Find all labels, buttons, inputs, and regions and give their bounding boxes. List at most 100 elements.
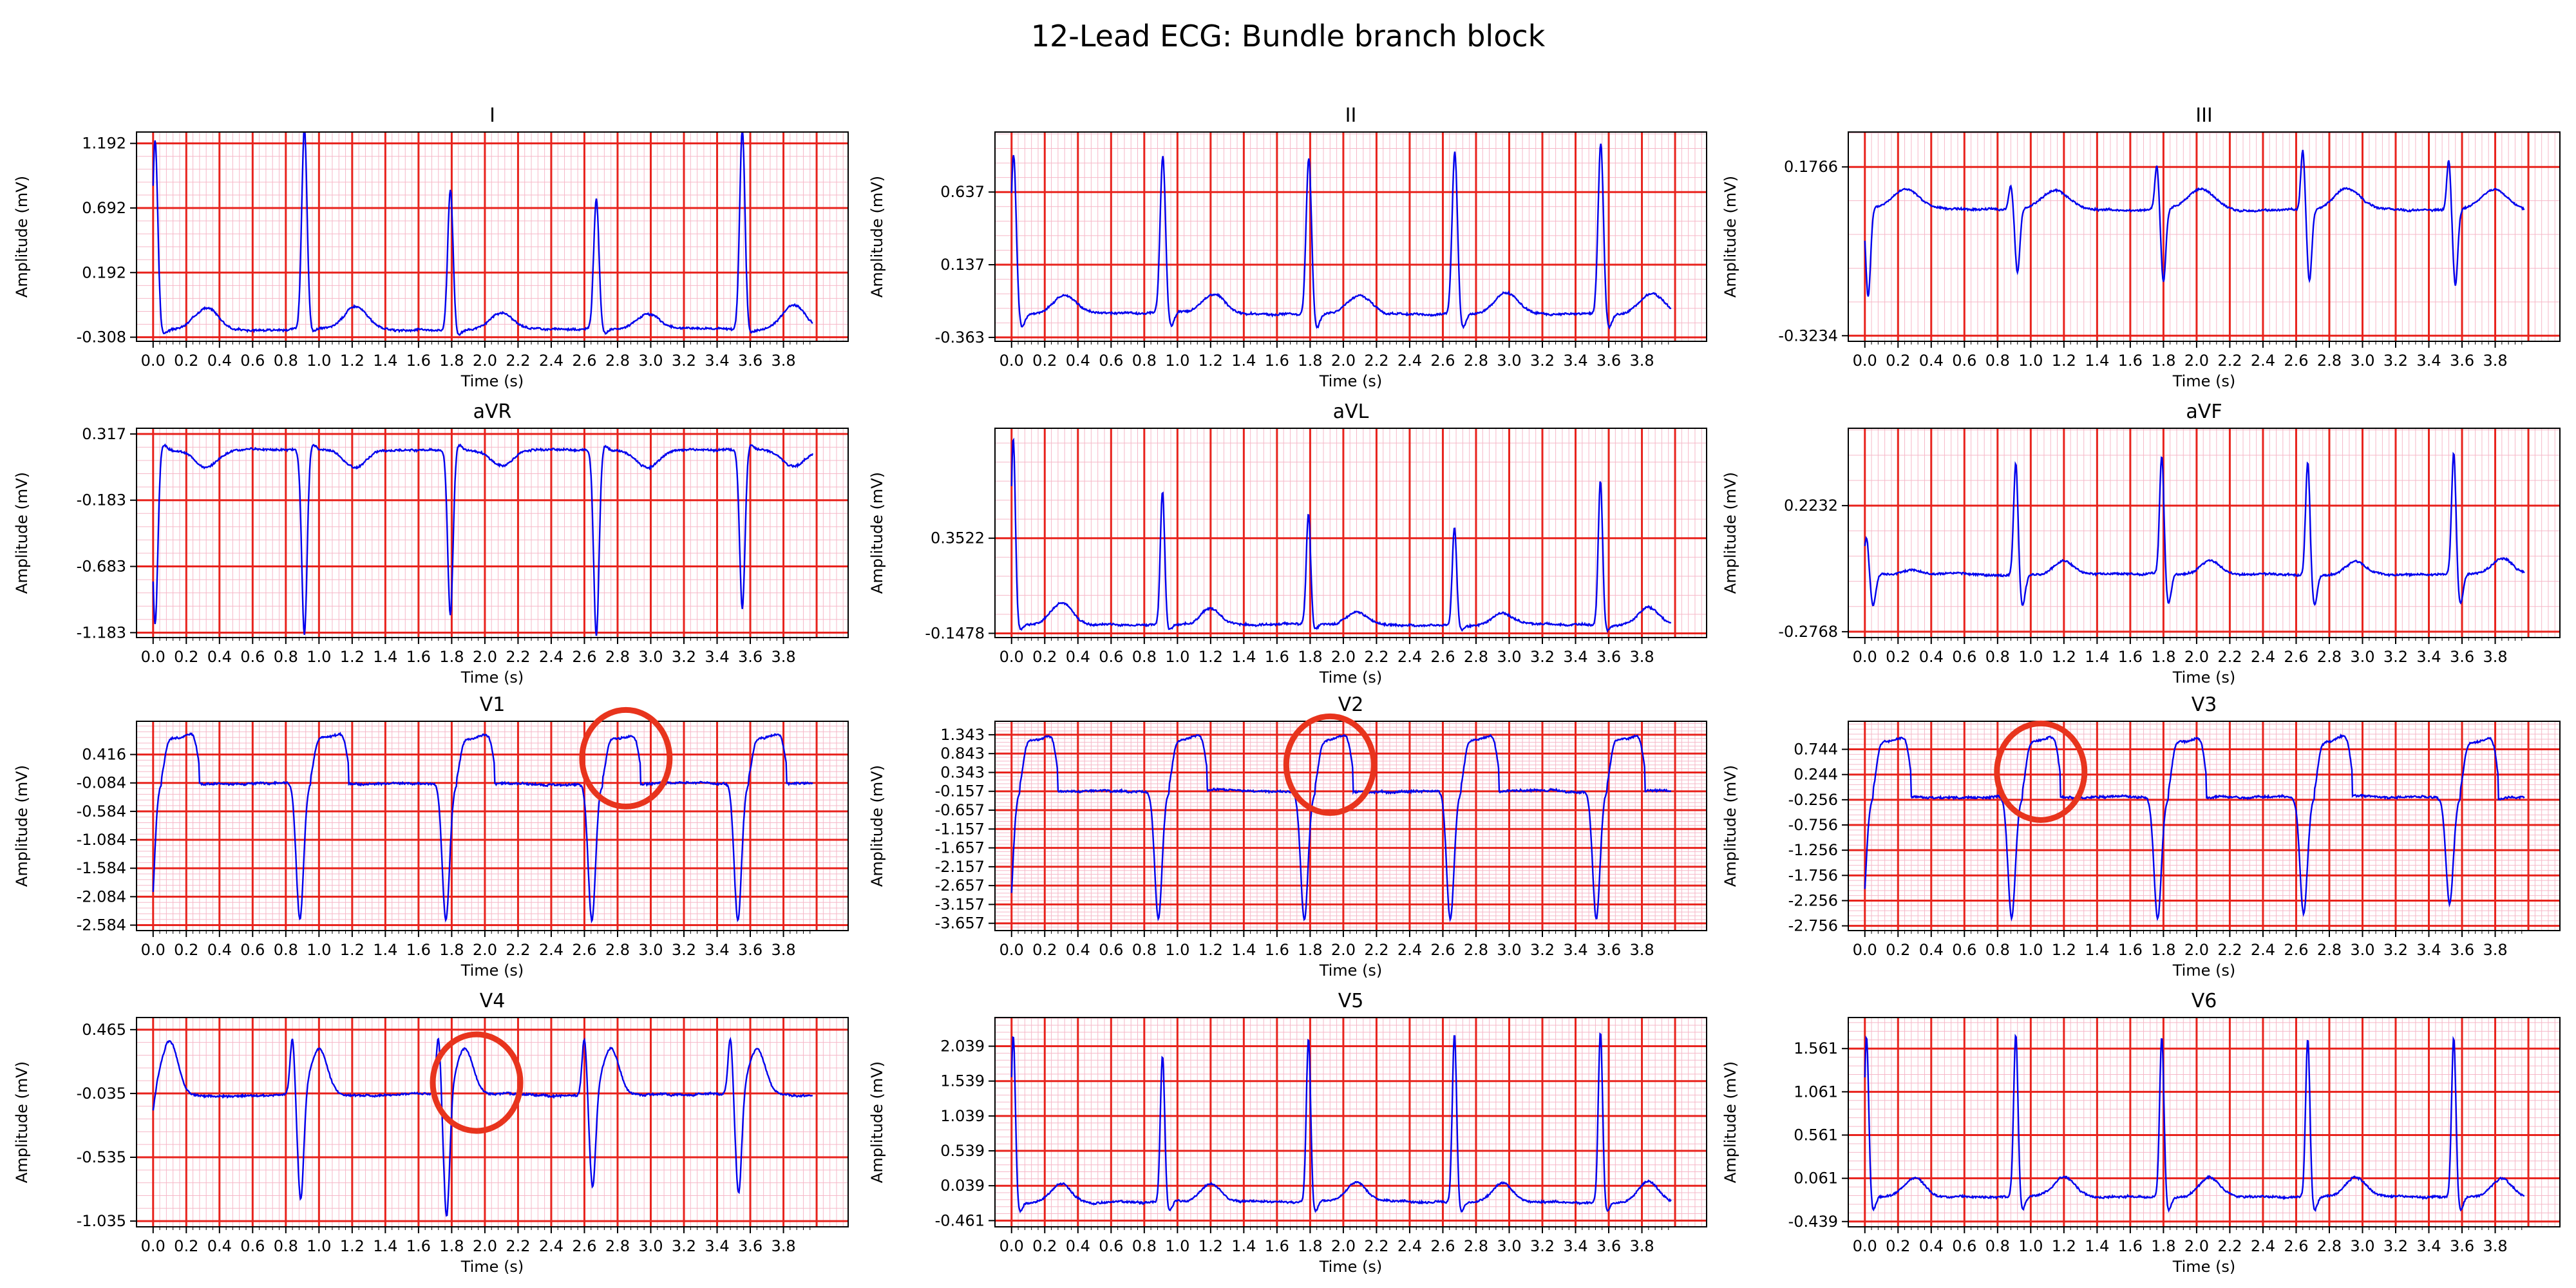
- figure-title: 12-Lead ECG: Bundle branch block: [1031, 19, 1546, 53]
- annotation-circle: [579, 706, 673, 810]
- x-tick-label: 2.4: [1397, 648, 1422, 666]
- x-tick-label: 0.0: [141, 941, 166, 959]
- x-tick-label: 2.6: [2284, 648, 2308, 666]
- x-tick-label: 3.8: [771, 352, 795, 370]
- ecg-trace: [1010, 144, 1672, 330]
- axes-frame: [136, 721, 849, 931]
- lead-panel-avl: 0.0 0.2 0.4 0.6 0.8 1.0 1.2 1.4 1.6 1.8 2.0 2.2 2.4 2…: [868, 401, 1707, 687]
- lead-panel-v5: 0.0 0.2 0.4 0.6 0.8 1.0 1.2 1.4 1.6 1.8 2.0 2.2 2.4 2…: [868, 990, 1707, 1276]
- x-tick-label: 3.6: [1596, 352, 1621, 370]
- ecg-trace: [152, 732, 813, 923]
- x-tick-label: 2.0: [1331, 648, 1356, 666]
- x-tick-label: 3.0: [1497, 1237, 1521, 1255]
- x-tick-label: 3.0: [638, 648, 663, 666]
- x-tick-label: 0.8: [1132, 1237, 1157, 1255]
- x-tick-label: 1.8: [1298, 352, 1322, 370]
- x-tick-label: 1.8: [2151, 941, 2175, 959]
- ecg-trace: [1010, 437, 1672, 634]
- y-tick-label: 1.561: [1794, 1039, 1838, 1057]
- x-tick-label: 0.2: [174, 941, 198, 959]
- y-axis-label: Amplitude (mV): [13, 176, 31, 298]
- x-tick-label: 0.6: [1099, 1237, 1123, 1255]
- x-tick-label: 1.2: [340, 1237, 365, 1255]
- x-tick-label: 1.8: [439, 941, 464, 959]
- x-tick-label: 2.0: [1331, 1237, 1356, 1255]
- x-tick-label: 2.6: [1430, 941, 1455, 959]
- x-tick-label: 1.6: [406, 941, 431, 959]
- x-tick-label: 3.0: [638, 352, 663, 370]
- lead-title: V3: [2192, 694, 2217, 716]
- x-tick-label: 0.6: [240, 941, 265, 959]
- x-tick-label: 0.2: [1886, 941, 1910, 959]
- lead-panel-iii: 0.0 0.2 0.4 0.6 0.8 1.0 1.2 1.4 1.6 1.8 2.0 2.2 2.4 2…: [1721, 104, 2561, 390]
- x-tick-label: 0.8: [274, 352, 298, 370]
- y-tick-label: 0.244: [1794, 766, 1838, 784]
- x-tick-label: 0.2: [1886, 648, 1910, 666]
- x-tick-label: 2.0: [2184, 941, 2209, 959]
- x-tick-label: 0.4: [207, 1237, 232, 1255]
- x-tick-label: 1.0: [1165, 648, 1189, 666]
- x-tick-label: 0.0: [999, 1237, 1024, 1255]
- x-tick-label: 0.4: [1919, 648, 1944, 666]
- lead-title: V5: [1338, 990, 1364, 1012]
- x-tick-label: 0.0: [141, 352, 166, 370]
- y-tick-label: -0.3234: [1778, 327, 1838, 345]
- x-tick-label: 3.2: [672, 941, 696, 959]
- y-tick-label: -0.084: [77, 774, 126, 792]
- x-tick-label: 1.4: [1231, 648, 1256, 666]
- x-tick-label: 1.0: [307, 352, 331, 370]
- y-tick-label: 0.061: [1794, 1170, 1838, 1188]
- x-tick-label: 2.0: [1331, 352, 1356, 370]
- x-tick-label: 0.2: [174, 352, 198, 370]
- x-tick-label: 2.6: [1430, 648, 1455, 666]
- x-tick-label: 1.6: [406, 352, 431, 370]
- x-tick-label: 3.6: [738, 1237, 762, 1255]
- x-tick-label: 2.2: [506, 352, 530, 370]
- grid: [995, 132, 1707, 341]
- x-tick-label: 1.4: [373, 648, 397, 666]
- x-tick-label: 3.2: [672, 648, 696, 666]
- x-tick-label: 3.6: [2450, 941, 2474, 959]
- x-tick-label: 0.4: [1066, 648, 1090, 666]
- x-tick-label: 2.2: [1364, 352, 1388, 370]
- x-axis-label: Time (s): [460, 668, 524, 687]
- y-axis-label: Amplitude (mV): [868, 472, 886, 594]
- grid: [137, 1018, 848, 1227]
- ecg-trace: [1864, 451, 2525, 607]
- lead-title: V2: [1338, 694, 1364, 716]
- y-axis-label: Amplitude (mV): [1721, 1061, 1739, 1183]
- y-tick-label: 1.343: [940, 726, 985, 744]
- x-tick-label: 3.6: [1596, 1237, 1621, 1255]
- y-tick-label: 1.539: [940, 1072, 985, 1090]
- x-tick-label: 3.0: [2350, 941, 2374, 959]
- x-tick-label: 3.4: [2416, 941, 2441, 959]
- ecg-trace: [1010, 734, 1672, 922]
- x-tick-label: 3.6: [2450, 1237, 2474, 1255]
- x-tick-label: 0.0: [1853, 941, 1877, 959]
- x-tick-label: 3.0: [1497, 352, 1521, 370]
- y-tick-label: 1.039: [940, 1107, 985, 1125]
- axes-frame: [994, 131, 1707, 342]
- x-tick-label: 1.2: [1198, 941, 1223, 959]
- x-tick-label: 1.8: [1298, 941, 1322, 959]
- x-tick-label: 2.2: [1364, 941, 1388, 959]
- x-tick-label: 0.8: [1985, 352, 2010, 370]
- x-tick-label: 3.2: [2383, 941, 2408, 959]
- x-tick-label: 1.4: [373, 941, 397, 959]
- x-tick-label: 3.8: [1629, 352, 1654, 370]
- x-tick-label: 0.2: [1032, 941, 1057, 959]
- x-tick-label: 3.8: [2483, 1237, 2507, 1255]
- y-tick-label: -2.756: [1788, 917, 1838, 935]
- y-axis-label: Amplitude (mV): [13, 765, 31, 887]
- x-tick-label: 2.0: [473, 648, 497, 666]
- y-tick-label: 0.637: [940, 183, 985, 201]
- y-tick-label: -0.439: [1788, 1213, 1838, 1231]
- x-tick-label: 3.4: [2416, 648, 2441, 666]
- x-tick-label: 0.8: [1132, 352, 1157, 370]
- lead-title: V4: [480, 990, 506, 1012]
- y-tick-label: -1.657: [935, 839, 985, 857]
- lead-title: V1: [480, 694, 506, 716]
- x-tick-label: 1.2: [2052, 1237, 2076, 1255]
- annotation-circle: [1283, 713, 1377, 816]
- axes-frame: [136, 428, 849, 638]
